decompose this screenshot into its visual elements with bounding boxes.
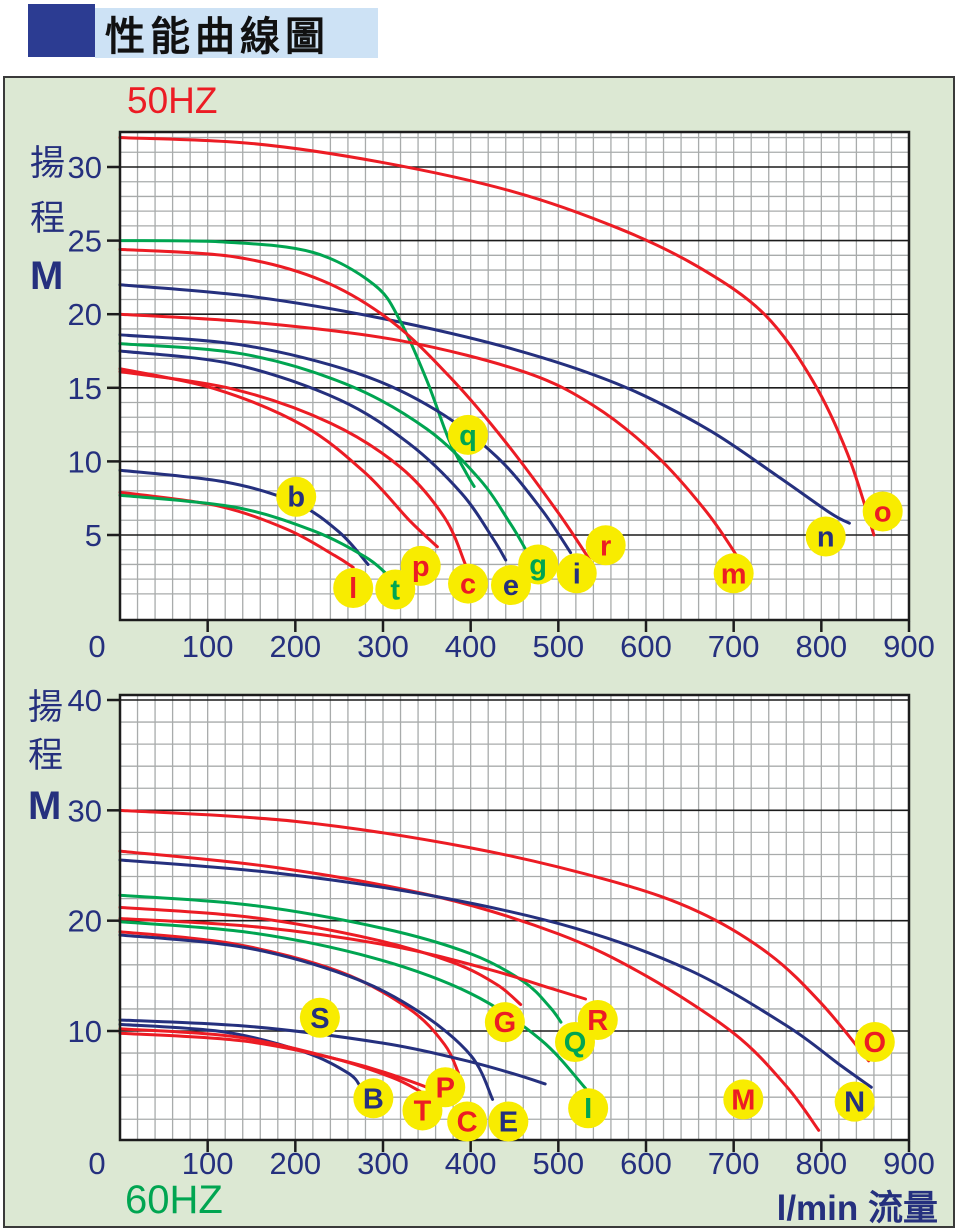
chart-panel xyxy=(3,76,955,1228)
flow-unit-label: l/min 流量 xyxy=(776,1189,938,1228)
head-axis-unit: M xyxy=(28,784,62,828)
head-axis-char-2: 程 xyxy=(28,736,64,775)
head-axis-char-1: 揚 xyxy=(28,688,64,727)
head-axis-char-1: 揚 xyxy=(30,144,66,183)
page-title: 性能曲線圖 xyxy=(105,15,330,59)
head-axis-label-50hz: 揚 程 M xyxy=(30,146,65,296)
head-axis-unit: M xyxy=(30,254,64,298)
head-axis-label-60hz: 揚 程 M xyxy=(28,690,63,826)
title-bar: 性能曲線圖 xyxy=(95,8,378,59)
head-axis-char-2: 程 xyxy=(30,199,66,238)
frequency-label-50hz: 50HZ xyxy=(127,80,218,121)
title-accent-square xyxy=(28,4,95,57)
frequency-label-60hz: 60HZ xyxy=(125,1178,223,1222)
